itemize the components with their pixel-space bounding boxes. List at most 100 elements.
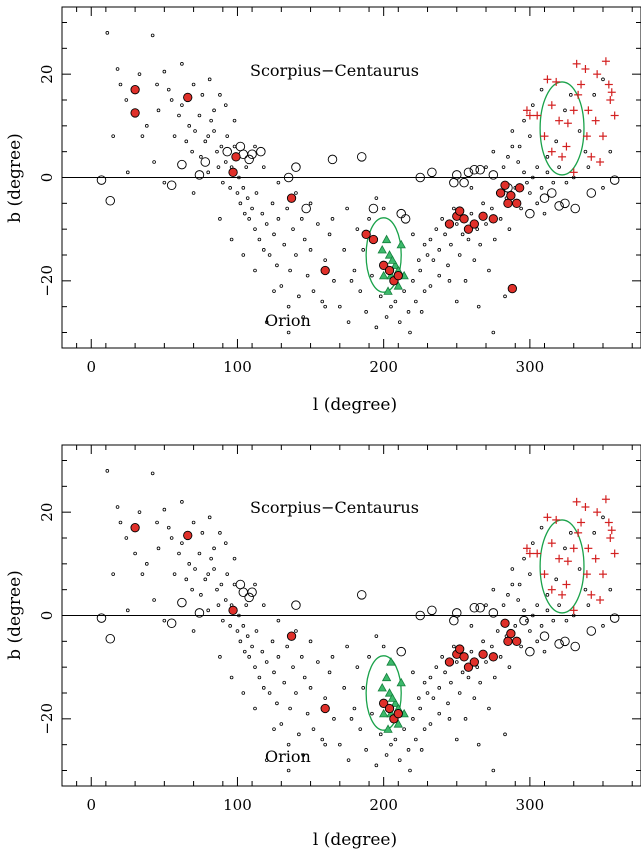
open-circle-point bbox=[469, 603, 480, 613]
small-dot-point bbox=[276, 217, 281, 221]
open-circle-point bbox=[327, 154, 338, 165]
open-circle-point bbox=[244, 154, 254, 165]
small-dot-point bbox=[172, 572, 177, 576]
open-circle-point bbox=[586, 626, 597, 636]
small-dot-point bbox=[320, 737, 325, 742]
small-dot-point bbox=[125, 170, 130, 175]
small-dot-point bbox=[301, 753, 306, 757]
small-dot-point bbox=[245, 634, 250, 638]
red-plus-point bbox=[581, 65, 590, 73]
small-dot-point bbox=[460, 232, 465, 237]
open-circle-point bbox=[194, 608, 205, 618]
small-dot-point bbox=[228, 624, 232, 628]
small-dot-point bbox=[327, 670, 332, 675]
red-plus-point bbox=[540, 570, 549, 579]
small-dot-point bbox=[608, 149, 613, 154]
small-dot-point bbox=[402, 289, 406, 293]
small-dot-point bbox=[323, 304, 327, 309]
small-dot-point bbox=[267, 691, 272, 695]
red-plus-point bbox=[598, 132, 607, 141]
open-circle-point bbox=[488, 170, 499, 180]
small-dot-point bbox=[487, 706, 491, 711]
small-dot-point bbox=[187, 124, 192, 128]
small-dot-point bbox=[475, 665, 480, 669]
small-dot-point bbox=[206, 170, 211, 175]
small-dot-point bbox=[411, 670, 415, 675]
small-dot-point bbox=[346, 320, 351, 324]
small-dot-point bbox=[215, 149, 219, 154]
small-dot-point bbox=[592, 531, 597, 535]
open-circle-point bbox=[105, 195, 115, 206]
small-dot-point bbox=[272, 289, 276, 293]
open-circle-point bbox=[554, 639, 564, 649]
red-plus-point bbox=[610, 549, 619, 558]
small-dot-point bbox=[215, 587, 219, 592]
open-circle-point bbox=[427, 167, 437, 178]
small-dot-point bbox=[564, 180, 569, 185]
small-dot-point bbox=[510, 144, 515, 149]
small-dot-point bbox=[577, 129, 582, 133]
red-plus-point bbox=[601, 57, 610, 66]
small-dot-point bbox=[232, 118, 237, 123]
green-triangle-point bbox=[383, 724, 393, 733]
small-dot-point bbox=[237, 175, 241, 180]
small-dot-point bbox=[207, 515, 212, 520]
small-dot-point bbox=[592, 93, 597, 97]
red-filled-point bbox=[503, 198, 513, 208]
small-dot-point bbox=[308, 686, 313, 690]
small-dot-point bbox=[513, 624, 518, 628]
open-circle-point bbox=[166, 180, 177, 190]
small-dot-point bbox=[308, 248, 313, 252]
annotation-scorpius-centaurus: Scorpius−Centaurus bbox=[250, 498, 419, 517]
small-dot-point bbox=[111, 572, 115, 576]
small-dot-point bbox=[389, 304, 393, 309]
red-filled-point bbox=[500, 618, 510, 628]
small-dot-point bbox=[491, 768, 496, 773]
small-dot-point bbox=[225, 572, 230, 576]
y-tick-label: −20 bbox=[38, 703, 56, 735]
small-dot-point bbox=[191, 520, 196, 525]
small-dot-point bbox=[466, 237, 471, 242]
small-dot-point bbox=[481, 639, 485, 644]
small-dot-point bbox=[545, 155, 550, 159]
open-circle-point bbox=[475, 164, 485, 175]
small-dot-point bbox=[531, 541, 535, 545]
small-dot-point bbox=[253, 144, 257, 149]
small-dot-point bbox=[180, 62, 184, 66]
open-circle-point bbox=[356, 590, 367, 600]
small-dot-point bbox=[253, 582, 257, 587]
small-dot-point bbox=[257, 675, 262, 680]
small-dot-point bbox=[411, 279, 415, 283]
small-dot-point bbox=[232, 582, 237, 587]
small-dot-point bbox=[291, 665, 295, 669]
open-circle-point bbox=[177, 159, 187, 170]
open-circle-point bbox=[475, 603, 485, 613]
small-dot-point bbox=[542, 211, 547, 216]
small-dot-point bbox=[172, 134, 177, 138]
small-dot-point bbox=[209, 556, 213, 561]
red-filled-point bbox=[384, 703, 395, 714]
open-circle-point bbox=[560, 636, 570, 647]
small-dot-point bbox=[247, 655, 251, 659]
small-dot-point bbox=[586, 603, 591, 607]
small-dot-point bbox=[191, 82, 196, 87]
red-plus-point bbox=[562, 580, 571, 589]
small-dot-point bbox=[184, 139, 189, 144]
small-dot-point bbox=[510, 129, 515, 133]
red-plus-point bbox=[547, 101, 556, 110]
small-dot-point bbox=[212, 129, 216, 133]
small-dot-point bbox=[498, 217, 503, 221]
open-circle-point bbox=[396, 208, 406, 219]
small-dot-point bbox=[308, 201, 313, 206]
small-dot-point bbox=[437, 686, 442, 690]
y-tick-label: 0 bbox=[38, 611, 56, 621]
red-plus-point bbox=[569, 606, 578, 615]
open-circle-point bbox=[400, 214, 411, 224]
x-axis-label: l (degree) bbox=[313, 395, 397, 415]
red-filled-point bbox=[286, 193, 297, 203]
small-dot-point bbox=[517, 582, 522, 587]
small-dot-point bbox=[244, 165, 249, 169]
y-tick-label: 20 bbox=[38, 65, 56, 84]
small-dot-point bbox=[608, 587, 613, 592]
small-dot-point bbox=[272, 727, 276, 731]
